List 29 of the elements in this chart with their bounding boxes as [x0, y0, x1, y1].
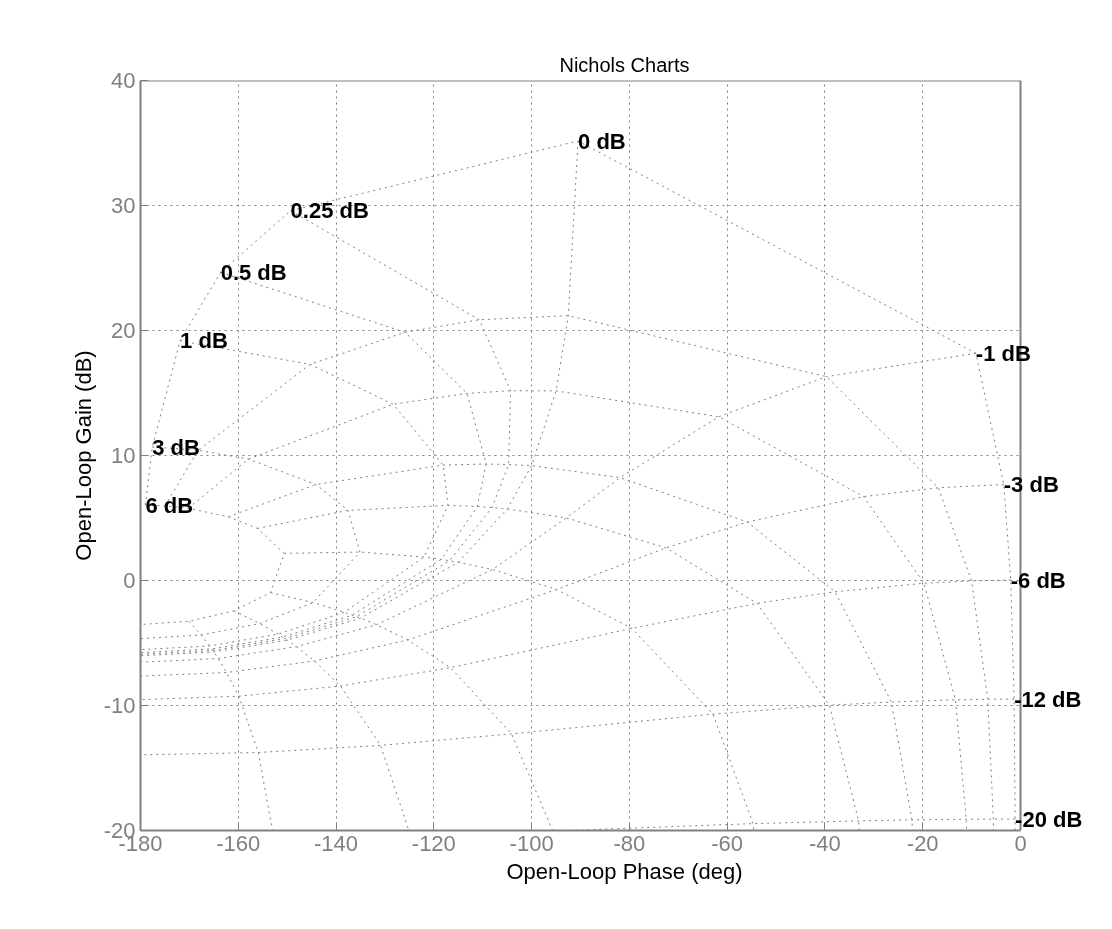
- y-tick-label: 10: [111, 443, 136, 468]
- x-axis-title: Open-Loop Phase (deg): [506, 858, 743, 884]
- x-tick-label: -40: [809, 830, 841, 856]
- annotation: -3 dB: [1003, 472, 1059, 497]
- x-tick-label: 0: [1014, 830, 1027, 856]
- x-tick-label: -120: [411, 830, 456, 856]
- x-tick-label: -80: [613, 830, 646, 856]
- y-tick-label: 30: [111, 193, 136, 218]
- y-tick-label: -10: [103, 693, 136, 718]
- x-tick-label: -100: [509, 830, 554, 856]
- x-tick-label: -60: [711, 830, 744, 856]
- annotation: 0 dB: [578, 128, 626, 154]
- y-tick-label: 20: [111, 318, 136, 343]
- y-axis-title: Open-Loop Gain (dB): [70, 350, 96, 561]
- x-tick-label: -160: [216, 830, 261, 856]
- annotation: -12 dB: [1014, 686, 1082, 712]
- annotation: 3 dB: [152, 434, 200, 460]
- y-tick-label: 0: [123, 568, 136, 593]
- annotation: -6 dB: [1010, 567, 1066, 593]
- annotation: -20 dB: [1015, 806, 1083, 832]
- annotation: 0.25 dB: [290, 198, 369, 224]
- x-tick-label: -140: [314, 830, 359, 856]
- annotation: 0.5 dB: [220, 259, 287, 285]
- annotation: -1 dB: [975, 340, 1031, 366]
- chart-title: Nichols Charts: [559, 53, 690, 76]
- x-tick-label: -20: [906, 830, 939, 856]
- y-tick-label: 40: [111, 68, 136, 93]
- annotation: 1 dB: [180, 328, 228, 354]
- annotation: 6 dB: [145, 492, 194, 518]
